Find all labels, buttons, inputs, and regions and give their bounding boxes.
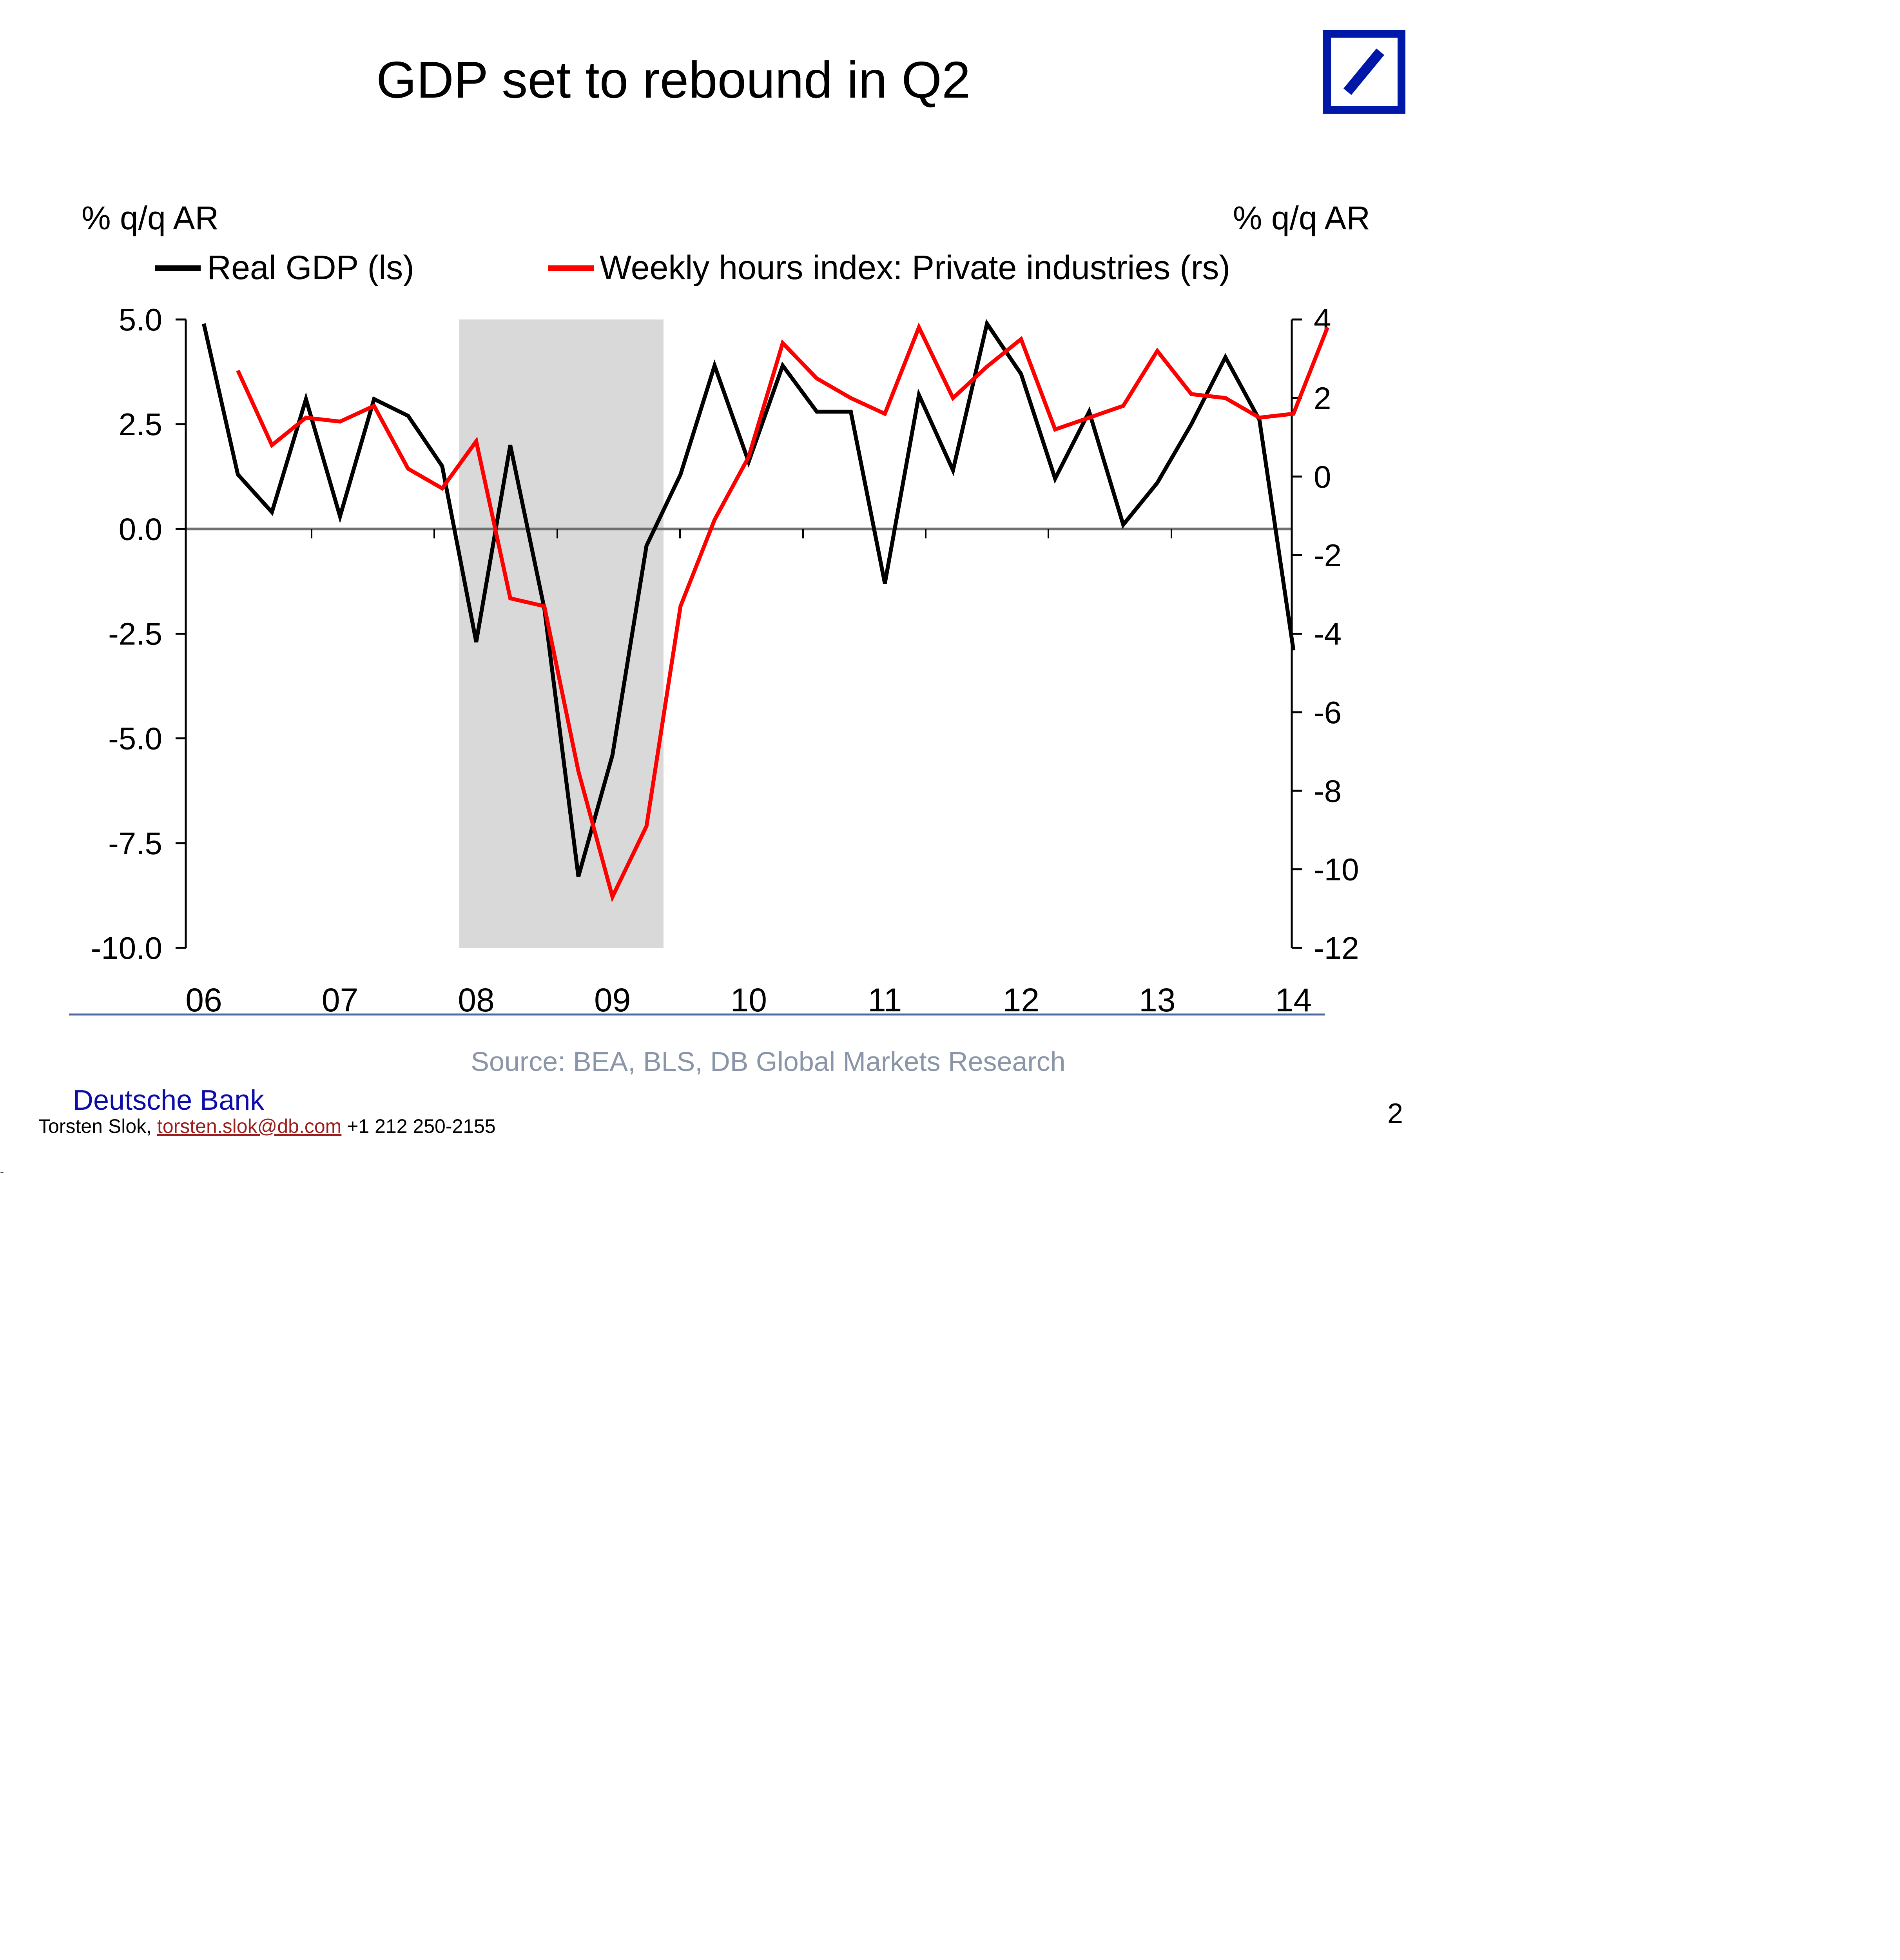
left-axis-tick-label: -5.0 — [108, 721, 162, 756]
x-axis-tick-label: 14 — [1275, 982, 1312, 1018]
right-axis-tick-label: 4 — [1314, 302, 1331, 337]
footer-phone: +1 212 250-2155 — [347, 1115, 496, 1137]
left-axis-tick-label: -7.5 — [108, 826, 162, 861]
corner-mark: - — [0, 1165, 4, 1178]
chart-source: Source: BEA, BLS, DB Global Markets Rese… — [471, 1046, 1065, 1077]
right-axis-tick-label: 2 — [1314, 381, 1331, 416]
footer-contact: Torsten Slok, torsten.slok@db.com +1 212… — [38, 1115, 496, 1138]
page-number: 2 — [1387, 1098, 1403, 1129]
x-axis-tick-label: 12 — [1003, 982, 1039, 1018]
right-axis-tick-label: -12 — [1314, 931, 1359, 965]
left-axis-tick-label: 5.0 — [119, 302, 162, 337]
right-axis-title: % q/q AR — [1233, 200, 1370, 236]
x-axis-tick-label: 11 — [868, 982, 902, 1018]
right-axis-tick-label: -4 — [1314, 617, 1342, 652]
right-axis-tick-label: -2 — [1314, 538, 1342, 573]
x-axis-tick-label: 07 — [322, 982, 358, 1018]
x-axis-tick-label: 13 — [1139, 982, 1175, 1018]
x-axis-tick-label: 06 — [185, 982, 222, 1018]
left-axis-tick-label: 0.0 — [119, 512, 162, 546]
footer-email-link[interactable]: torsten.slok@db.com — [157, 1115, 342, 1137]
x-axis-tick-label: 10 — [731, 982, 767, 1018]
gdp-chart: 5.0 2.5 0.0 -2.5 -5.0 -7.5 -10.0 4 2 0 -2 -4 -6 -8 -10… — [69, 200, 1370, 1077]
left-axis-tick-label: 2.5 — [119, 407, 162, 442]
page-title: GDP set to rebound in Q2 — [376, 51, 971, 109]
legend-label-gdp: Real GDP (ls) — [207, 249, 414, 287]
left-axis-tick-label: -10.0 — [91, 931, 162, 965]
deutsche-bank-logo — [1323, 30, 1405, 114]
left-axis-tick-label: -2.5 — [108, 617, 162, 652]
x-axis-tick-label: 08 — [458, 982, 494, 1018]
series-line-weekly-hours — [236, 322, 1329, 903]
right-axis-tick-label: -8 — [1314, 773, 1342, 808]
left-axis-title: % q/q AR — [82, 200, 219, 236]
right-axis-tick-label: 0 — [1314, 459, 1331, 494]
footer-bank-name: Deutsche Bank — [73, 1085, 265, 1116]
x-axis-tick-label: 09 — [594, 982, 631, 1018]
series-line-real-gdp — [202, 319, 1296, 877]
right-axis-tick-label: -6 — [1314, 695, 1342, 730]
footer-author: Torsten Slok, — [38, 1115, 152, 1137]
right-axis-tick-label: -10 — [1314, 852, 1359, 887]
legend-label-hours: Weekly hours index: Private industries (… — [600, 249, 1230, 287]
recession-shade — [459, 319, 664, 948]
